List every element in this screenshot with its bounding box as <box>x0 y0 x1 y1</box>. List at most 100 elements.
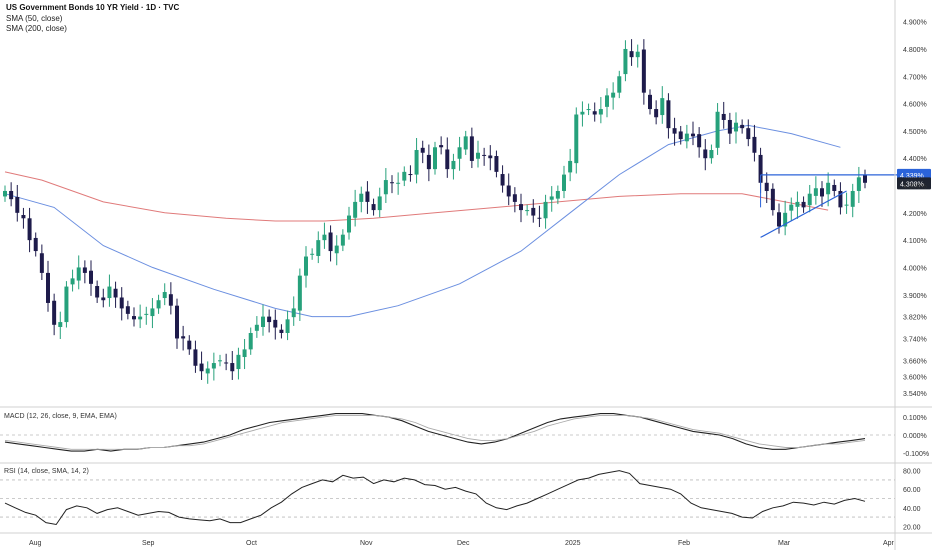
candle-body <box>844 204 849 206</box>
candle-body <box>383 180 388 195</box>
candle-body <box>445 149 450 170</box>
candle-body <box>107 286 112 299</box>
candle-body <box>666 100 671 129</box>
candle-body <box>377 196 382 211</box>
candle-body <box>150 308 155 317</box>
candle-body <box>248 332 253 350</box>
macd-tick-label: 0.100% <box>903 415 927 422</box>
candle-body <box>648 94 652 110</box>
candle-body <box>322 234 327 241</box>
candle-body <box>199 363 204 372</box>
candle-body <box>537 217 542 219</box>
candle-body <box>15 196 20 213</box>
time-tick-label: Dec <box>457 540 470 547</box>
candle-body <box>617 76 622 93</box>
price-tick-label: 4.200% <box>903 211 927 218</box>
candle-body <box>46 272 50 303</box>
candle-body <box>334 245 339 254</box>
candle-body <box>555 190 560 199</box>
candle-body <box>9 190 14 200</box>
candle-body <box>512 194 517 202</box>
rsi-tick-label: 60.00 <box>903 487 921 494</box>
candle-body <box>488 155 493 159</box>
candle-body <box>764 182 769 191</box>
candle-body <box>500 174 505 186</box>
candle-body <box>635 51 640 58</box>
candle-body <box>162 292 167 299</box>
candle-body <box>328 232 333 252</box>
time-tick-label: Mar <box>778 540 791 547</box>
price-tick-label: 4.600% <box>903 102 927 109</box>
rsi-tick-label: 40.00 <box>903 506 921 513</box>
candle-body <box>574 114 579 164</box>
price-tick-label: 3.820% <box>903 315 927 322</box>
candle-body <box>801 201 806 208</box>
candle-body <box>261 316 265 327</box>
price-pane: 4.339%4.308% 4.900% 4.800% 4.700% 4.600% 4.5… <box>3 20 931 398</box>
rsi-pane: RSI (14, close, SMA, 14, 2) 80.00 60.00 40… <box>0 468 921 531</box>
candle-body <box>476 152 480 159</box>
candle-body <box>52 300 57 325</box>
price-tick-label: 4.100% <box>903 238 927 245</box>
last-price-upper-label: 4.339% <box>900 173 924 180</box>
candle-body <box>267 316 272 323</box>
candle-body <box>826 182 831 195</box>
candle-body <box>64 286 69 323</box>
candle-body <box>709 150 714 159</box>
candle-body <box>426 154 431 170</box>
last-price-lower-label: 4.308% <box>900 181 924 188</box>
candle-body <box>119 297 124 309</box>
time-tick-label: Sep <box>142 540 155 547</box>
candle-body <box>304 256 308 276</box>
candle-body <box>863 175 867 183</box>
candle-body <box>39 253 44 273</box>
rsi-line <box>4 470 866 526</box>
price-axis: 4.900% 4.800% 4.700% 4.600% 4.500% 4.400% 4.30… <box>903 20 927 398</box>
time-tick-label: Nov <box>360 540 373 547</box>
chart-title: US Government Bonds 10 YR Yield · 1D · T… <box>6 3 179 12</box>
candle-body <box>494 156 499 172</box>
candle-body <box>439 145 444 148</box>
macd-tick-label: -0.100% <box>903 451 929 458</box>
time-tick-label: Aug <box>29 540 42 547</box>
candle-body <box>469 136 474 161</box>
candle-body <box>592 111 597 115</box>
time-tick-label: Apr <box>883 540 895 547</box>
candle-body <box>740 124 745 129</box>
candle-body <box>463 136 468 150</box>
candle-body <box>310 253 315 255</box>
price-tick-label: 4.900% <box>903 20 927 27</box>
candle-body <box>654 109 659 118</box>
price-tick-label: 3.540% <box>903 391 927 398</box>
candle-body <box>715 111 720 148</box>
candle-body <box>82 267 87 273</box>
macd-pane: MACD (12, 26, close, 9, EMA, EMA) 0.100%… <box>0 413 929 458</box>
candle-body <box>641 49 646 93</box>
candle-body <box>629 51 634 58</box>
candle-body <box>813 188 818 196</box>
time-tick-label: Feb <box>678 540 690 547</box>
sma-50-path <box>4 124 841 318</box>
candle-body <box>543 201 548 219</box>
candle-body <box>101 297 106 301</box>
candle-body <box>396 182 401 184</box>
candle-body <box>807 193 812 206</box>
macd-label: MACD (12, 26, close, 9, EMA, EMA) <box>4 413 117 420</box>
candle-body <box>58 322 63 327</box>
candle-body <box>838 190 843 208</box>
candle-body <box>156 300 161 309</box>
candle-body <box>3 190 7 197</box>
candle-body <box>242 349 247 358</box>
candle-body <box>525 210 530 212</box>
candle-body <box>433 147 437 170</box>
rsi-tick-label: 80.00 <box>903 469 921 476</box>
candle-body <box>205 368 210 374</box>
candle-body <box>672 128 677 134</box>
last-price-badge-lower <box>897 177 931 190</box>
candle-body <box>279 329 284 333</box>
candle-body <box>21 215 26 219</box>
candle-body <box>684 133 689 142</box>
candle-body <box>193 349 198 366</box>
candle-body <box>414 150 419 175</box>
candle-body <box>291 308 296 318</box>
